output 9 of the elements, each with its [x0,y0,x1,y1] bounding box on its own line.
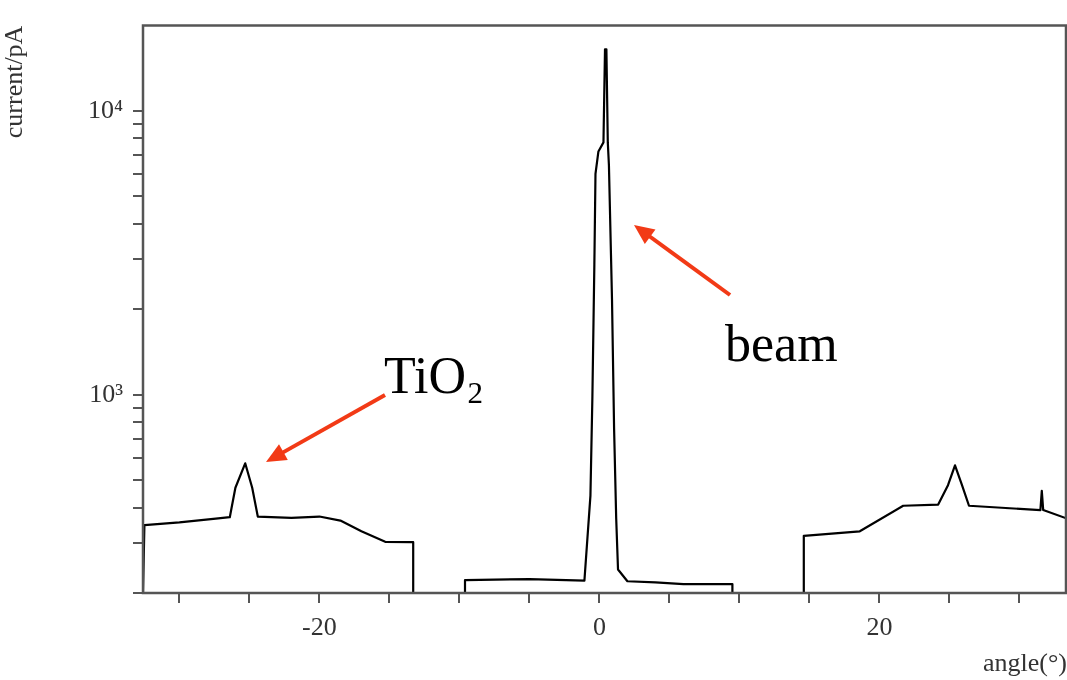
y-tick-label: 10³ [89,378,124,408]
annotation: beam [725,315,838,372]
x-tick-label: 20 [866,612,893,642]
annotation: TiO₂ [384,347,485,404]
y-tick-label: 10⁴ [87,94,123,124]
x-tick-label: 0 [592,612,606,642]
x-axis-title: angle(°) [982,648,1067,678]
x-tick-label: -20 [302,612,337,642]
y-axis-title: current/pA [0,25,29,139]
